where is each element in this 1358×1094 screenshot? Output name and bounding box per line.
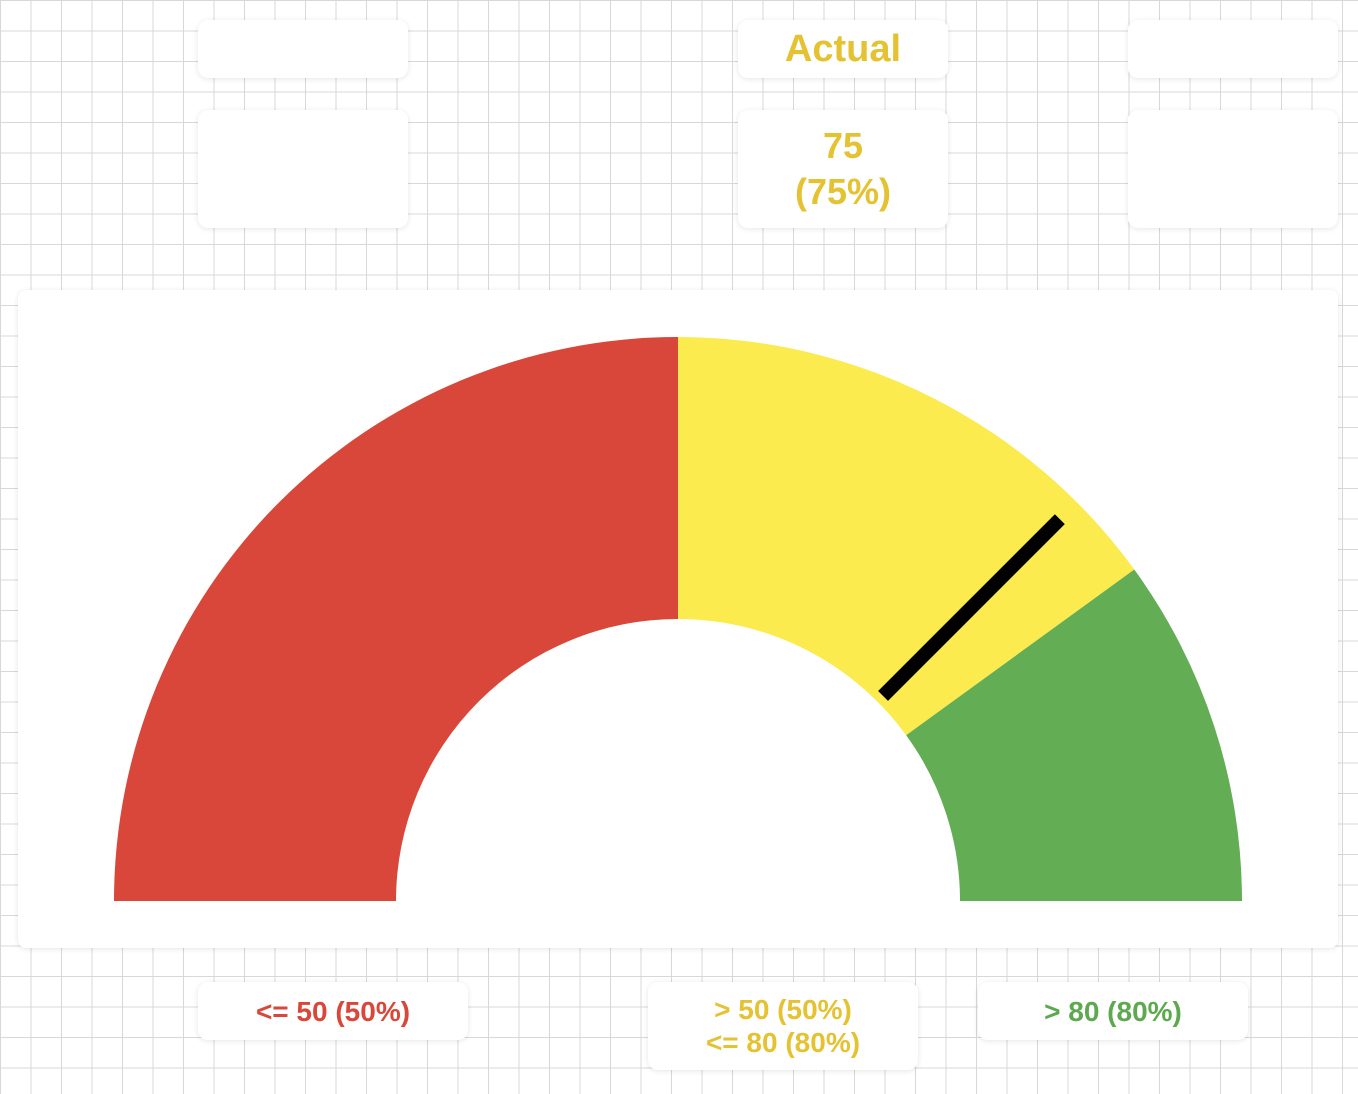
empty-card [198,110,408,228]
band-label: > 80 (80%) [1044,995,1182,1027]
gauge-band [114,337,678,901]
gauge-band [906,569,1242,901]
value-card: 75 (75%) [738,110,948,228]
gauge-value-label: (75%) [794,171,892,212]
gauge-needle [878,514,1065,701]
empty-card [1128,110,1338,228]
empty-card [1128,20,1338,78]
band-label: <= 80 (80%) [705,1027,861,1058]
gauge-band [678,337,1135,736]
gauge-value: 75 [822,125,864,166]
band-label-card: <= 50 (50%) [198,982,468,1040]
band-label: > 50 (50%) [714,994,852,1025]
gauge [114,337,1242,901]
band-label-card: > 50 (50%) <= 80 (80%) [648,982,918,1070]
band-label-card: > 80 (80%) [978,982,1248,1040]
title-card: Actual [738,20,948,78]
empty-card [198,20,408,78]
gauge-title: Actual [784,28,902,70]
band-label: <= 50 (50%) [255,995,411,1027]
